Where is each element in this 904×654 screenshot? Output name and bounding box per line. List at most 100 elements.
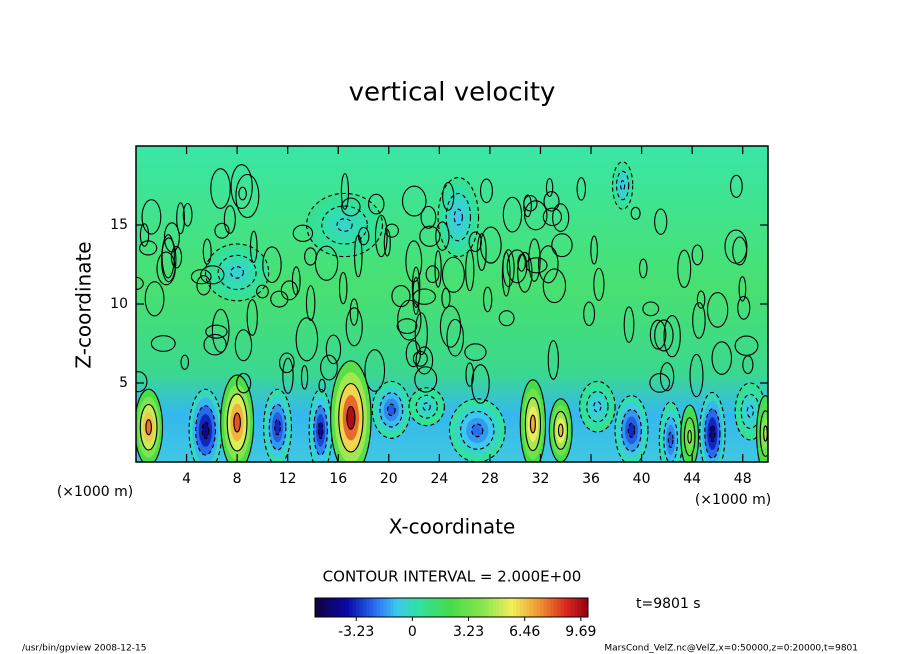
contour-line bbox=[502, 196, 523, 233]
x-unit-right: (×1000 m) bbox=[695, 492, 771, 508]
colorbar-cell bbox=[471, 598, 476, 617]
colorbar-cell bbox=[516, 598, 521, 617]
contour-line bbox=[425, 265, 440, 284]
contour-line bbox=[412, 350, 428, 367]
colorbar-tick-label: -3.23 bbox=[338, 624, 374, 640]
colorbar-cell bbox=[386, 598, 391, 617]
contour-line bbox=[738, 276, 747, 302]
contour-line bbox=[318, 378, 326, 393]
contour-line bbox=[576, 177, 586, 201]
contour-line bbox=[711, 341, 733, 375]
contour-line bbox=[654, 208, 668, 235]
contour-line bbox=[545, 178, 554, 198]
contour-line bbox=[476, 233, 487, 271]
contour-line bbox=[279, 352, 295, 374]
x-tick-label: 4 bbox=[182, 471, 191, 487]
colorbar-cell bbox=[321, 598, 326, 617]
colorbar-cell bbox=[547, 598, 551, 617]
contour-line bbox=[464, 343, 487, 362]
y-axis-label: Z-coordinate bbox=[72, 241, 96, 368]
contour-line bbox=[654, 319, 674, 352]
contour-line bbox=[523, 194, 532, 218]
colorbar-cell bbox=[396, 598, 401, 617]
contour-line bbox=[150, 335, 176, 352]
contour-line bbox=[163, 222, 180, 253]
field-feature bbox=[336, 218, 353, 232]
colorbar-cell bbox=[379, 598, 384, 617]
contour-line bbox=[482, 286, 493, 313]
colorbar-cell bbox=[502, 598, 507, 617]
contour-line bbox=[742, 355, 754, 375]
colorbar-cell bbox=[550, 598, 555, 617]
colorbar-cell bbox=[444, 598, 449, 617]
contour-interval: CONTOUR INTERVAL = 2.000E+00 bbox=[323, 568, 582, 586]
colorbar-cell bbox=[553, 598, 558, 617]
contour-line bbox=[396, 318, 418, 335]
contour-line bbox=[141, 199, 162, 235]
contour-line bbox=[583, 301, 596, 327]
colorbar-cell bbox=[413, 598, 418, 617]
colorbar-cell bbox=[342, 598, 347, 617]
contour-line bbox=[506, 249, 528, 284]
colorbar-cell bbox=[403, 598, 408, 617]
colorbar: -3.23 0 3.23 6.46 9.69 bbox=[314, 597, 596, 640]
contour-line bbox=[696, 290, 706, 309]
field-feature bbox=[763, 425, 768, 442]
field-feature bbox=[667, 431, 674, 449]
contour-line bbox=[136, 371, 148, 393]
colorbar-cell bbox=[369, 598, 374, 617]
contour-line bbox=[341, 197, 361, 217]
footer-left: /usr/bin/gpview 2008-12-15 bbox=[22, 644, 146, 654]
contour-line bbox=[414, 312, 428, 356]
contour-line bbox=[411, 266, 421, 308]
x-tick-label: 8 bbox=[233, 471, 242, 487]
colorbar-cell bbox=[543, 598, 548, 617]
contour-line bbox=[552, 203, 570, 232]
field-feature bbox=[593, 401, 602, 413]
colorbar-cell bbox=[468, 598, 473, 617]
contour-line bbox=[649, 319, 667, 350]
contour-line bbox=[349, 298, 359, 326]
field-feature bbox=[453, 208, 463, 226]
colorbar-cell bbox=[506, 598, 511, 617]
contour-line bbox=[270, 290, 289, 308]
y-tick-label: 15 bbox=[110, 217, 128, 233]
contour-line bbox=[262, 246, 282, 284]
contour-line bbox=[441, 256, 465, 293]
contour-line bbox=[442, 182, 455, 211]
contour-line bbox=[401, 185, 427, 217]
contour-line bbox=[689, 353, 704, 398]
y-tick-label: 5 bbox=[119, 375, 128, 391]
colorbar-cell bbox=[332, 598, 336, 617]
contour-line bbox=[465, 249, 475, 292]
colorbar-cell bbox=[584, 598, 589, 617]
colorbar-tick-label: 6.46 bbox=[509, 624, 540, 640]
contour-line bbox=[623, 306, 635, 343]
contour-line bbox=[139, 223, 150, 247]
contour-line bbox=[465, 362, 475, 387]
colorbar-cell bbox=[581, 598, 586, 617]
contour-line bbox=[593, 267, 605, 302]
contour-line bbox=[419, 225, 441, 247]
colorbar-cell bbox=[478, 598, 483, 617]
x-tick-label: 12 bbox=[279, 471, 297, 487]
contour-line bbox=[551, 233, 573, 258]
contour-line bbox=[291, 266, 301, 296]
colorbar-cell bbox=[499, 598, 504, 617]
contour-line bbox=[325, 334, 342, 365]
contour-line bbox=[663, 315, 681, 358]
field-feature bbox=[557, 423, 564, 438]
contour-line bbox=[200, 265, 225, 285]
contour-line bbox=[190, 269, 212, 285]
contour-line bbox=[537, 245, 559, 284]
contour-line bbox=[211, 308, 230, 353]
colorbar-cell bbox=[383, 598, 388, 617]
colorbar-cell bbox=[458, 598, 463, 617]
contour-line bbox=[300, 364, 309, 390]
x-tick-label: 28 bbox=[481, 471, 499, 487]
contour-line bbox=[214, 222, 230, 239]
colorbar-cell bbox=[376, 598, 381, 617]
colorbar-cell bbox=[560, 598, 565, 617]
contour-line bbox=[246, 299, 258, 336]
